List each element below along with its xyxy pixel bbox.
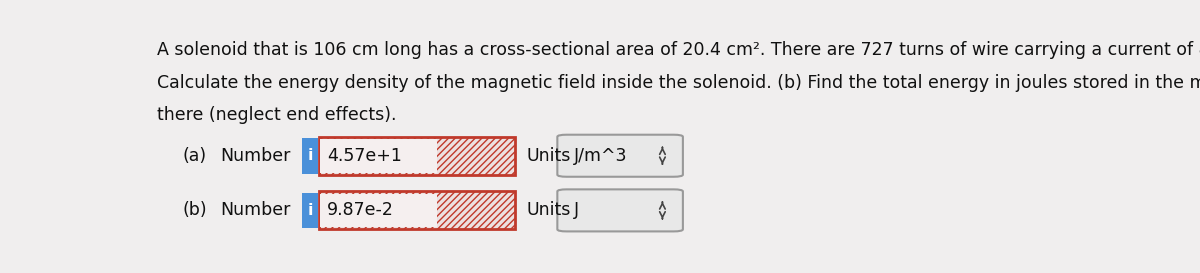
Text: there (neglect end effects).: there (neglect end effects). <box>157 106 397 124</box>
Text: (a): (a) <box>182 147 206 165</box>
FancyBboxPatch shape <box>319 137 515 175</box>
Text: Number: Number <box>220 201 290 219</box>
Text: A solenoid that is 106 cm long has a cross-sectional area of 20.4 cm². There are: A solenoid that is 106 cm long has a cro… <box>157 41 1200 59</box>
Text: Units: Units <box>527 147 571 165</box>
FancyBboxPatch shape <box>320 194 437 227</box>
Text: J: J <box>574 201 580 219</box>
Text: i: i <box>307 148 313 163</box>
Text: (b): (b) <box>182 201 208 219</box>
FancyBboxPatch shape <box>557 135 683 177</box>
FancyBboxPatch shape <box>301 138 318 174</box>
Text: Calculate the energy density of the magnetic field inside the solenoid. (b) Find: Calculate the energy density of the magn… <box>157 74 1200 92</box>
Text: 9.87e-2: 9.87e-2 <box>326 201 394 219</box>
FancyBboxPatch shape <box>301 192 318 228</box>
Text: J/m^3: J/m^3 <box>574 147 628 165</box>
Text: Units: Units <box>527 201 571 219</box>
FancyBboxPatch shape <box>319 191 515 229</box>
Text: Number: Number <box>220 147 290 165</box>
Text: i: i <box>307 203 313 218</box>
FancyBboxPatch shape <box>557 189 683 232</box>
Text: 4.57e+1: 4.57e+1 <box>326 147 402 165</box>
FancyBboxPatch shape <box>320 139 437 173</box>
